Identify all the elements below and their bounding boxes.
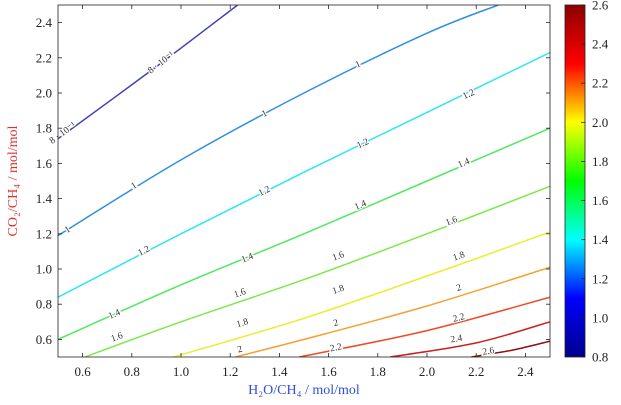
x-tick-label: 0.6: [74, 364, 91, 379]
plot-area: [58, 5, 550, 357]
y-tick-label: 1.4: [36, 191, 53, 206]
y-tick-label: 2.4: [36, 15, 53, 30]
contour-line-1: [58, 5, 499, 237]
contour-label: 1.8: [331, 284, 346, 297]
colorbar-tick-label: 2.0: [592, 115, 608, 130]
colorbar-tick-label: 1.6: [592, 193, 609, 208]
x-tick-label: 1.0: [173, 364, 189, 379]
contour-label: 1.6: [110, 331, 125, 345]
contour-line-1-2: [58, 51, 550, 298]
contour-line-1-8: [173, 231, 550, 357]
colorbar-tick-label: 1.4: [592, 232, 609, 247]
colorbar-tick-label: 2.2: [592, 76, 608, 91]
x-axis-label: H₂O/CH₄ / mol/mol: [248, 383, 360, 398]
x-tick-label: 2.2: [468, 364, 484, 379]
contour-line-2-6: [471, 340, 550, 357]
contour-label: 2.2: [452, 312, 466, 325]
contour-line-2: [234, 266, 550, 357]
x-tick-label: 0.8: [124, 364, 140, 379]
contour-line-2-4: [389, 321, 550, 357]
contour-label: 2.2: [329, 342, 343, 354]
y-tick-label: 2.0: [36, 86, 52, 101]
colorbar-tick-label: 1.2: [592, 271, 608, 286]
y-tick-label: 0.6: [36, 332, 53, 347]
y-tick-label: 1.6: [36, 156, 53, 171]
plot-frame: [57, 4, 551, 358]
contour-label: 1: [63, 225, 72, 236]
contour-label: 1.8: [235, 317, 249, 330]
colorbar-tick-label: 2.6: [592, 0, 609, 13]
colorbar-ticks: 0.8 1.0 1.2 1.4 1.6 1.8 2.0 2.2 2.4 2.6: [581, 0, 609, 365]
contour-label: 1: [130, 181, 139, 192]
contour-label: 2: [237, 345, 244, 356]
contour-line-0-8: [58, 5, 239, 140]
y-tick-label: 1.0: [36, 262, 52, 277]
contour-label: 1: [354, 59, 363, 70]
y-tick-label: 1.8: [36, 121, 52, 136]
contour-line-1-6: [84, 185, 550, 357]
x-axis-ticks: 0.6 0.8 1.0 1.2 1.4 1.6 1.8 2.0 2.2 2.4: [74, 5, 534, 379]
y-tick-label: 1.2: [36, 226, 52, 241]
colorbar-tick-label: 0.8: [592, 350, 608, 365]
contour-line-1-4: [58, 127, 550, 341]
x-tick-label: 2.4: [517, 364, 534, 379]
colorbar-tick-label: 2.4: [592, 37, 609, 52]
x-tick-label: 1.2: [222, 364, 238, 379]
x-tick-label: 1.6: [320, 364, 337, 379]
x-tick-label: 2.0: [419, 364, 435, 379]
y-tick-label: 2.2: [36, 50, 52, 65]
contour-label: 2: [332, 318, 339, 329]
x-tick-label: 1.4: [271, 364, 288, 379]
colorbar: [564, 4, 586, 358]
y-tick-label: 0.8: [36, 297, 52, 312]
x-tick-label: 1.8: [370, 364, 386, 379]
y-axis-ticks: 0.6 0.8 1.0 1.2 1.4 1.6 1.8 2.0 2.2 2.4: [36, 15, 550, 347]
contour-label: 2.6: [482, 346, 496, 358]
contour-label: 2: [455, 283, 463, 294]
contour-label: 2.4: [450, 334, 464, 346]
contour-label: 1: [260, 109, 269, 120]
colorbar-tick-label: 1.0: [592, 310, 608, 325]
contour-lines: [58, 5, 550, 357]
contour-line-2-2: [298, 296, 550, 357]
y-axis-label: CO₂/CH₄ / mol/mol: [6, 125, 21, 236]
colorbar-tick-label: 1.8: [592, 154, 608, 169]
